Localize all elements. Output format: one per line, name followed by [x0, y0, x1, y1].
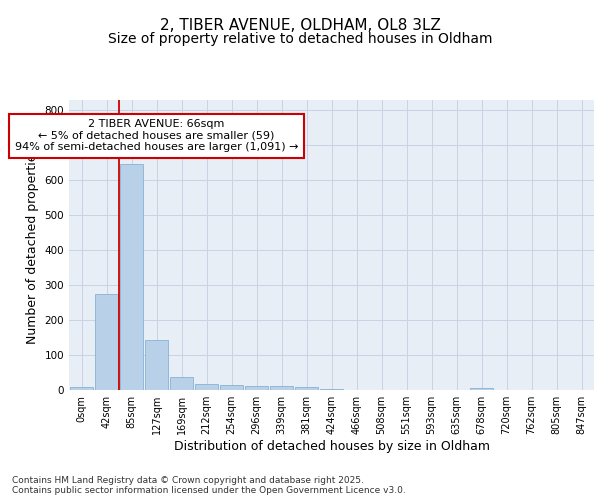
Bar: [70, 387, 93, 390]
Bar: [195, 384, 218, 390]
Bar: [320, 388, 343, 390]
Y-axis label: Number of detached properties: Number of detached properties: [26, 146, 39, 344]
Bar: [170, 376, 193, 390]
Text: Size of property relative to detached houses in Oldham: Size of property relative to detached ho…: [108, 32, 492, 46]
Bar: [145, 340, 168, 390]
Bar: [470, 388, 493, 390]
Text: 2 TIBER AVENUE: 66sqm
← 5% of detached houses are smaller (59)
94% of semi-detac: 2 TIBER AVENUE: 66sqm ← 5% of detached h…: [15, 119, 298, 152]
Bar: [295, 386, 318, 390]
X-axis label: Distribution of detached houses by size in Oldham: Distribution of detached houses by size …: [173, 440, 490, 453]
Text: Contains HM Land Registry data © Crown copyright and database right 2025.
Contai: Contains HM Land Registry data © Crown c…: [12, 476, 406, 495]
Bar: [220, 386, 243, 390]
Bar: [270, 386, 293, 390]
Bar: [245, 386, 268, 390]
Bar: [120, 164, 143, 390]
Bar: [95, 294, 118, 390]
Text: 2, TIBER AVENUE, OLDHAM, OL8 3LZ: 2, TIBER AVENUE, OLDHAM, OL8 3LZ: [160, 18, 440, 32]
